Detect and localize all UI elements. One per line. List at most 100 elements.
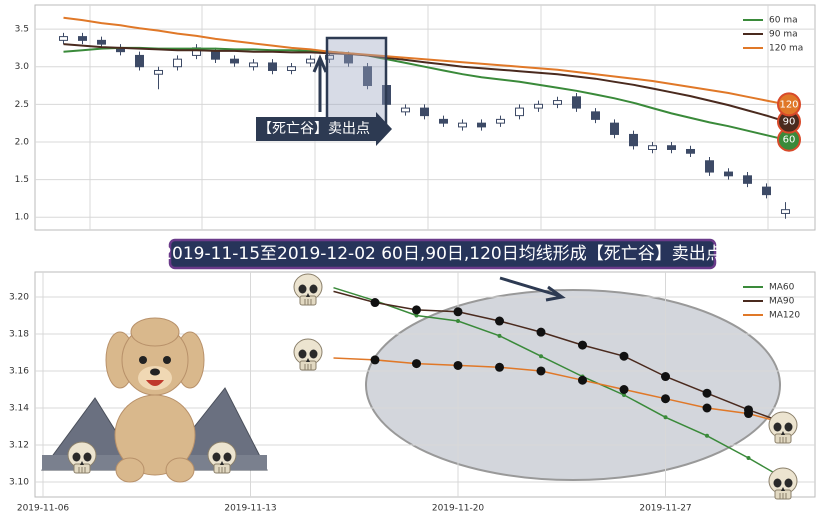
banner-text: 2019-11-15至2019-12-02 60日,90日,120日均线形成【死… <box>161 244 723 264</box>
candle-body <box>211 51 220 60</box>
end-badge-label: 60 <box>783 135 796 146</box>
legend-label: MA120 <box>769 311 800 321</box>
candle-body <box>724 171 733 177</box>
marker <box>536 327 546 337</box>
candle-body <box>667 145 676 150</box>
candle-body <box>325 54 334 60</box>
candle-body <box>610 122 619 135</box>
marker <box>414 313 419 318</box>
marker <box>412 305 421 315</box>
candle-body <box>572 96 581 109</box>
banner <box>168 238 717 270</box>
marker <box>622 393 626 398</box>
legend-label: 60 ma <box>769 16 798 26</box>
candle-body <box>743 175 752 184</box>
candle-body <box>553 100 562 105</box>
ma-line <box>63 46 786 141</box>
marker <box>453 307 463 317</box>
annotation-text: 【死亡谷】卖出点 <box>258 121 370 137</box>
x-tick-label: 2019-11-06 <box>17 504 70 514</box>
candle-body <box>515 107 524 117</box>
up-arrow <box>312 54 328 112</box>
candle-body <box>268 62 277 71</box>
annotation-arrow <box>256 112 392 146</box>
legend-label: 90 ma <box>769 30 798 40</box>
candle-body <box>230 58 239 64</box>
legend-label: MA90 <box>769 297 795 307</box>
y-tick-label: 3.20 <box>9 292 29 302</box>
marker <box>663 415 668 420</box>
y-tick-label: 3.14 <box>9 403 29 413</box>
candle-body <box>458 122 467 128</box>
candle-body <box>401 107 410 113</box>
ma-line <box>63 43 786 123</box>
marker <box>497 333 502 338</box>
marker <box>539 354 543 359</box>
y-tick-label: 1.5 <box>15 175 29 185</box>
marker <box>578 375 587 385</box>
candle-body <box>439 118 448 124</box>
marker <box>370 298 380 308</box>
marker <box>619 384 629 394</box>
candle-body <box>287 66 296 71</box>
y-tick-label: 2.5 <box>15 100 29 110</box>
marker <box>702 388 712 398</box>
highlight-box <box>325 36 388 127</box>
marker <box>746 455 751 460</box>
candle-body <box>306 58 315 64</box>
y-tick-label: 3.5 <box>15 25 29 35</box>
end-badge <box>777 92 801 117</box>
ma-line <box>333 357 791 426</box>
candle-body <box>59 36 68 41</box>
ma-line <box>333 286 791 483</box>
y-tick-label: 1.0 <box>15 213 30 223</box>
candle-body <box>477 122 486 128</box>
y-tick-label: 2.0 <box>15 137 30 147</box>
marker <box>536 366 546 376</box>
decoration <box>41 273 798 500</box>
y-tick-label: 3.16 <box>9 366 29 376</box>
marker <box>495 362 504 372</box>
candle-body <box>496 118 505 124</box>
candle-body <box>686 148 695 154</box>
marker <box>661 394 670 404</box>
end-badge-label: 120 <box>779 99 798 110</box>
candle-body <box>135 54 144 68</box>
marker <box>705 433 709 438</box>
end-badge-label: 90 <box>783 117 796 128</box>
marker <box>578 340 587 350</box>
candle-body <box>629 133 638 147</box>
candle-body <box>97 39 106 45</box>
pointer-arrow <box>499 276 566 302</box>
y-tick-label: 3.12 <box>9 441 29 451</box>
data-layer: 1.0 1.5 2.0 2.5 3.0 3.5 60 90 120 60 ma 90 ma 120 m… <box>9 16 803 514</box>
x-tick-label: 2019-11-20 <box>432 504 485 514</box>
marker <box>412 359 421 369</box>
ma-line <box>333 290 791 426</box>
candle-body <box>648 145 657 150</box>
y-tick-label: 3.10 <box>9 478 29 488</box>
candle-body <box>705 160 714 173</box>
ma-line <box>63 16 786 106</box>
candle-body <box>249 62 258 68</box>
marker <box>370 355 380 365</box>
marker <box>619 351 629 361</box>
highlight-ellipse <box>365 289 781 481</box>
legend-label: 120 ma <box>769 44 803 54</box>
marker <box>702 403 712 413</box>
candle-body <box>363 66 372 87</box>
candle-body <box>591 111 600 120</box>
y-tick-label: 3.18 <box>9 329 29 339</box>
marker <box>661 372 670 382</box>
x-tick-label: 2019-11-13 <box>224 504 276 514</box>
candle-body <box>78 36 87 41</box>
marker <box>456 319 460 324</box>
marker <box>495 316 504 326</box>
legend-label: MA60 <box>769 283 795 293</box>
candle-body <box>762 186 771 196</box>
y-tick-label: 3.0 <box>15 62 30 72</box>
x-tick-label: 2019-11-27 <box>639 504 691 514</box>
candle-body <box>534 103 543 109</box>
